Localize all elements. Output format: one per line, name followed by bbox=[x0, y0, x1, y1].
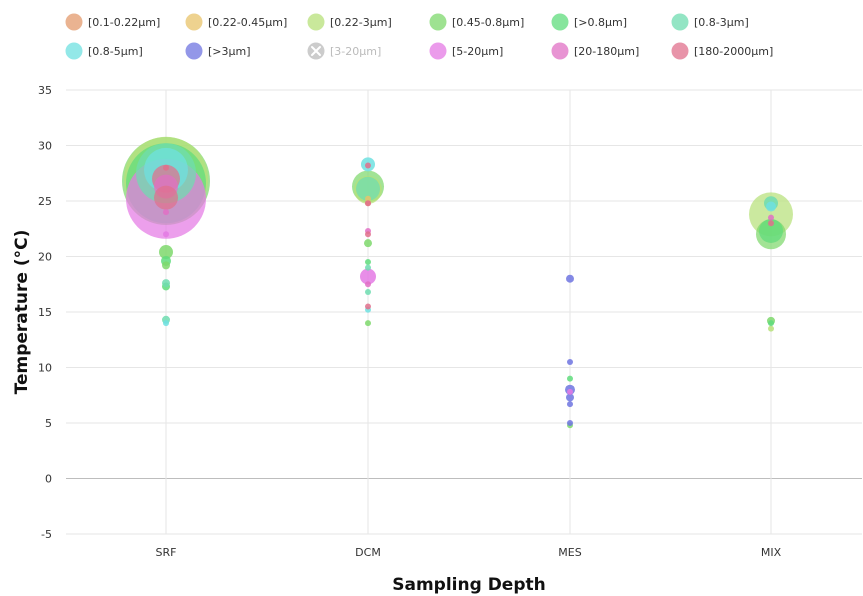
x-tick-label: SRF bbox=[156, 546, 177, 559]
data-point[interactable] bbox=[759, 218, 783, 243]
y-tick-label: 5 bbox=[45, 417, 52, 430]
data-point[interactable] bbox=[567, 375, 573, 382]
x-axis-title: Sampling Depth bbox=[392, 575, 545, 595]
data-point[interactable] bbox=[768, 325, 774, 332]
legend-label: [20-180μm] bbox=[574, 45, 639, 58]
legend-marker bbox=[551, 13, 569, 31]
legend-item[interactable]: [3-20μm] bbox=[307, 42, 382, 60]
legend-marker bbox=[185, 13, 203, 31]
data-point[interactable] bbox=[567, 388, 573, 395]
data-point[interactable] bbox=[365, 303, 371, 310]
data-point[interactable] bbox=[154, 185, 178, 210]
data-point[interactable] bbox=[162, 261, 170, 270]
legend-item[interactable]: [0.8-3μm] bbox=[671, 13, 749, 31]
data-point[interactable] bbox=[567, 358, 573, 365]
legend-marker bbox=[671, 13, 689, 31]
data-point[interactable] bbox=[566, 274, 574, 283]
data-point[interactable] bbox=[365, 195, 371, 202]
legend-item[interactable]: [>0.8μm] bbox=[551, 13, 628, 31]
legend-marker bbox=[185, 42, 203, 60]
legend-label: [180-2000μm] bbox=[694, 45, 773, 58]
data-point[interactable] bbox=[162, 279, 170, 288]
legend-marker bbox=[671, 42, 689, 60]
data-point[interactable] bbox=[567, 401, 573, 408]
data-point[interactable] bbox=[567, 420, 573, 426]
data-point[interactable] bbox=[163, 231, 169, 238]
data-point[interactable] bbox=[159, 245, 173, 260]
legend-marker bbox=[65, 13, 83, 31]
data-point[interactable] bbox=[768, 320, 774, 327]
legend-label: [>0.8μm] bbox=[574, 16, 627, 29]
data-point[interactable] bbox=[766, 201, 776, 212]
legend-label: [0.45-0.8μm] bbox=[452, 16, 524, 29]
hidden-series-x-icon bbox=[311, 46, 321, 56]
legend-marker bbox=[551, 42, 569, 60]
y-tick-label: 30 bbox=[38, 140, 52, 153]
legend-label: [0.22-0.45μm] bbox=[208, 16, 287, 29]
data-point[interactable] bbox=[768, 220, 774, 227]
legend-item[interactable]: [0.1-0.22μm] bbox=[65, 13, 161, 31]
legend-item[interactable]: [0.8-5μm] bbox=[65, 42, 143, 60]
legend-item[interactable]: [>3μm] bbox=[185, 42, 251, 60]
y-tick-label: 20 bbox=[38, 251, 52, 264]
legend-item[interactable]: [5-20μm] bbox=[429, 42, 504, 60]
data-point[interactable] bbox=[163, 209, 169, 216]
data-point[interactable] bbox=[365, 162, 371, 169]
legend-label: [0.22-3μm] bbox=[330, 16, 392, 29]
legend-label: [5-20μm] bbox=[452, 45, 503, 58]
data-point[interactable] bbox=[365, 320, 371, 327]
legend-marker bbox=[429, 13, 447, 31]
x-tick-label: MIX bbox=[761, 546, 782, 559]
y-axis-title: Temperature (°C) bbox=[12, 230, 32, 395]
x-tick-label: DCM bbox=[355, 546, 381, 559]
y-tick-label: 35 bbox=[38, 84, 52, 97]
legend-item[interactable]: [0.45-0.8μm] bbox=[429, 13, 525, 31]
data-point[interactable] bbox=[163, 320, 169, 327]
y-tick-label: 10 bbox=[38, 362, 52, 375]
data-point[interactable] bbox=[365, 259, 371, 266]
legend-item[interactable]: [0.22-0.45μm] bbox=[185, 13, 288, 31]
data-point[interactable] bbox=[360, 268, 376, 285]
data-point[interactable] bbox=[365, 231, 371, 238]
legend-marker bbox=[307, 13, 325, 31]
y-tick-label: -5 bbox=[41, 528, 52, 541]
legend-marker bbox=[65, 42, 83, 60]
legend-item[interactable]: [20-180μm] bbox=[551, 42, 640, 60]
legend-label: [3-20μm] bbox=[330, 45, 381, 58]
data-point[interactable] bbox=[365, 281, 371, 288]
data-point[interactable] bbox=[365, 264, 371, 271]
legend: [0.1-0.22μm] [0.22-0.45μm] [0.22-3μm] [0.45… bbox=[65, 13, 774, 60]
x-tick-label: MES bbox=[558, 546, 581, 559]
data-point[interactable] bbox=[365, 289, 371, 296]
y-tick-label: 25 bbox=[38, 195, 52, 208]
legend-label: [0.8-5μm] bbox=[88, 45, 143, 58]
legend-marker bbox=[429, 42, 447, 60]
y-tick-label: 0 bbox=[45, 473, 52, 486]
data-point[interactable] bbox=[566, 393, 574, 402]
plot-area bbox=[122, 136, 793, 429]
legend-label: [0.1-0.22μm] bbox=[88, 16, 160, 29]
data-point[interactable] bbox=[356, 176, 380, 201]
y-axis-ticks: -5 0 5 10 15 20 25 30 35 bbox=[38, 84, 52, 541]
data-point[interactable] bbox=[768, 214, 774, 221]
data-point[interactable] bbox=[364, 239, 372, 248]
data-point[interactable] bbox=[163, 164, 169, 171]
legend-item[interactable]: [180-2000μm] bbox=[671, 42, 774, 60]
legend-label: [>3μm] bbox=[208, 45, 251, 58]
legend-item[interactable]: [0.22-3μm] bbox=[307, 13, 392, 31]
data-point[interactable] bbox=[365, 200, 371, 207]
x-axis-ticks: SRF DCM MES MIX bbox=[156, 546, 782, 559]
legend-label: [0.8-3μm] bbox=[694, 16, 749, 29]
y-tick-label: 15 bbox=[38, 306, 52, 319]
